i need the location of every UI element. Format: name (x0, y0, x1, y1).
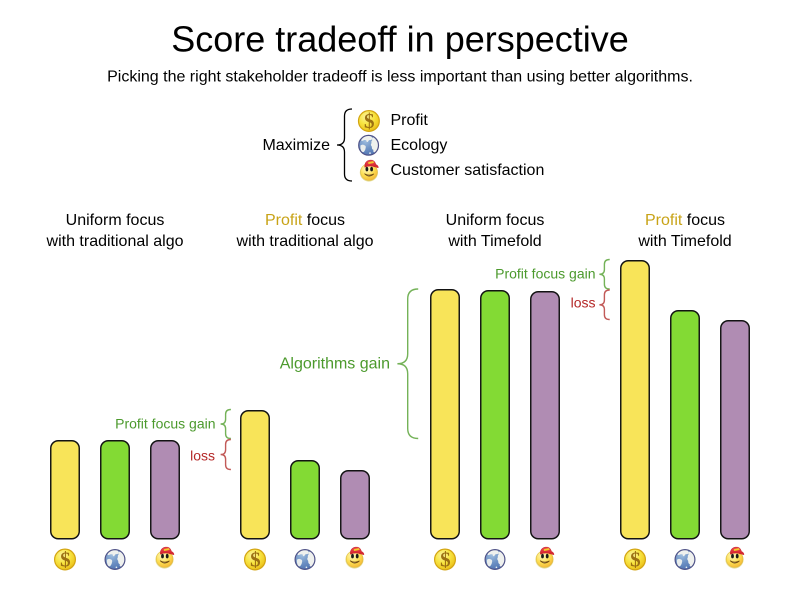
svg-text:Customer satisfaction: Customer satisfaction (391, 162, 545, 179)
svg-text:Picking the right stakeholder: Picking the right stakeholder tradeoff i… (107, 69, 693, 86)
svg-text:Ecology: Ecology (391, 137, 448, 154)
svg-text:with Timefold: with Timefold (447, 233, 541, 250)
svg-text:Score tradeoff in perspective: Score tradeoff in perspective (171, 19, 629, 60)
svg-text:Profit focus gain: Profit focus gain (495, 266, 595, 282)
svg-text:Profit: Profit (391, 112, 429, 129)
svg-text:loss: loss (190, 447, 215, 463)
svg-text:Profit focus: Profit focus (645, 212, 725, 229)
svg-text:with traditional algo: with traditional algo (46, 233, 184, 250)
svg-text:with Timefold: with Timefold (637, 233, 731, 250)
svg-text:Profit focus gain: Profit focus gain (115, 416, 215, 432)
svg-text:Uniform focus: Uniform focus (66, 212, 165, 229)
svg-text:Maximize: Maximize (262, 137, 330, 154)
svg-text:with traditional algo: with traditional algo (236, 233, 374, 250)
svg-text:Profit focus: Profit focus (265, 212, 345, 229)
svg-text:Algorithms gain: Algorithms gain (280, 356, 390, 373)
svg-text:Uniform focus: Uniform focus (446, 212, 545, 229)
svg-text:loss: loss (571, 295, 596, 311)
